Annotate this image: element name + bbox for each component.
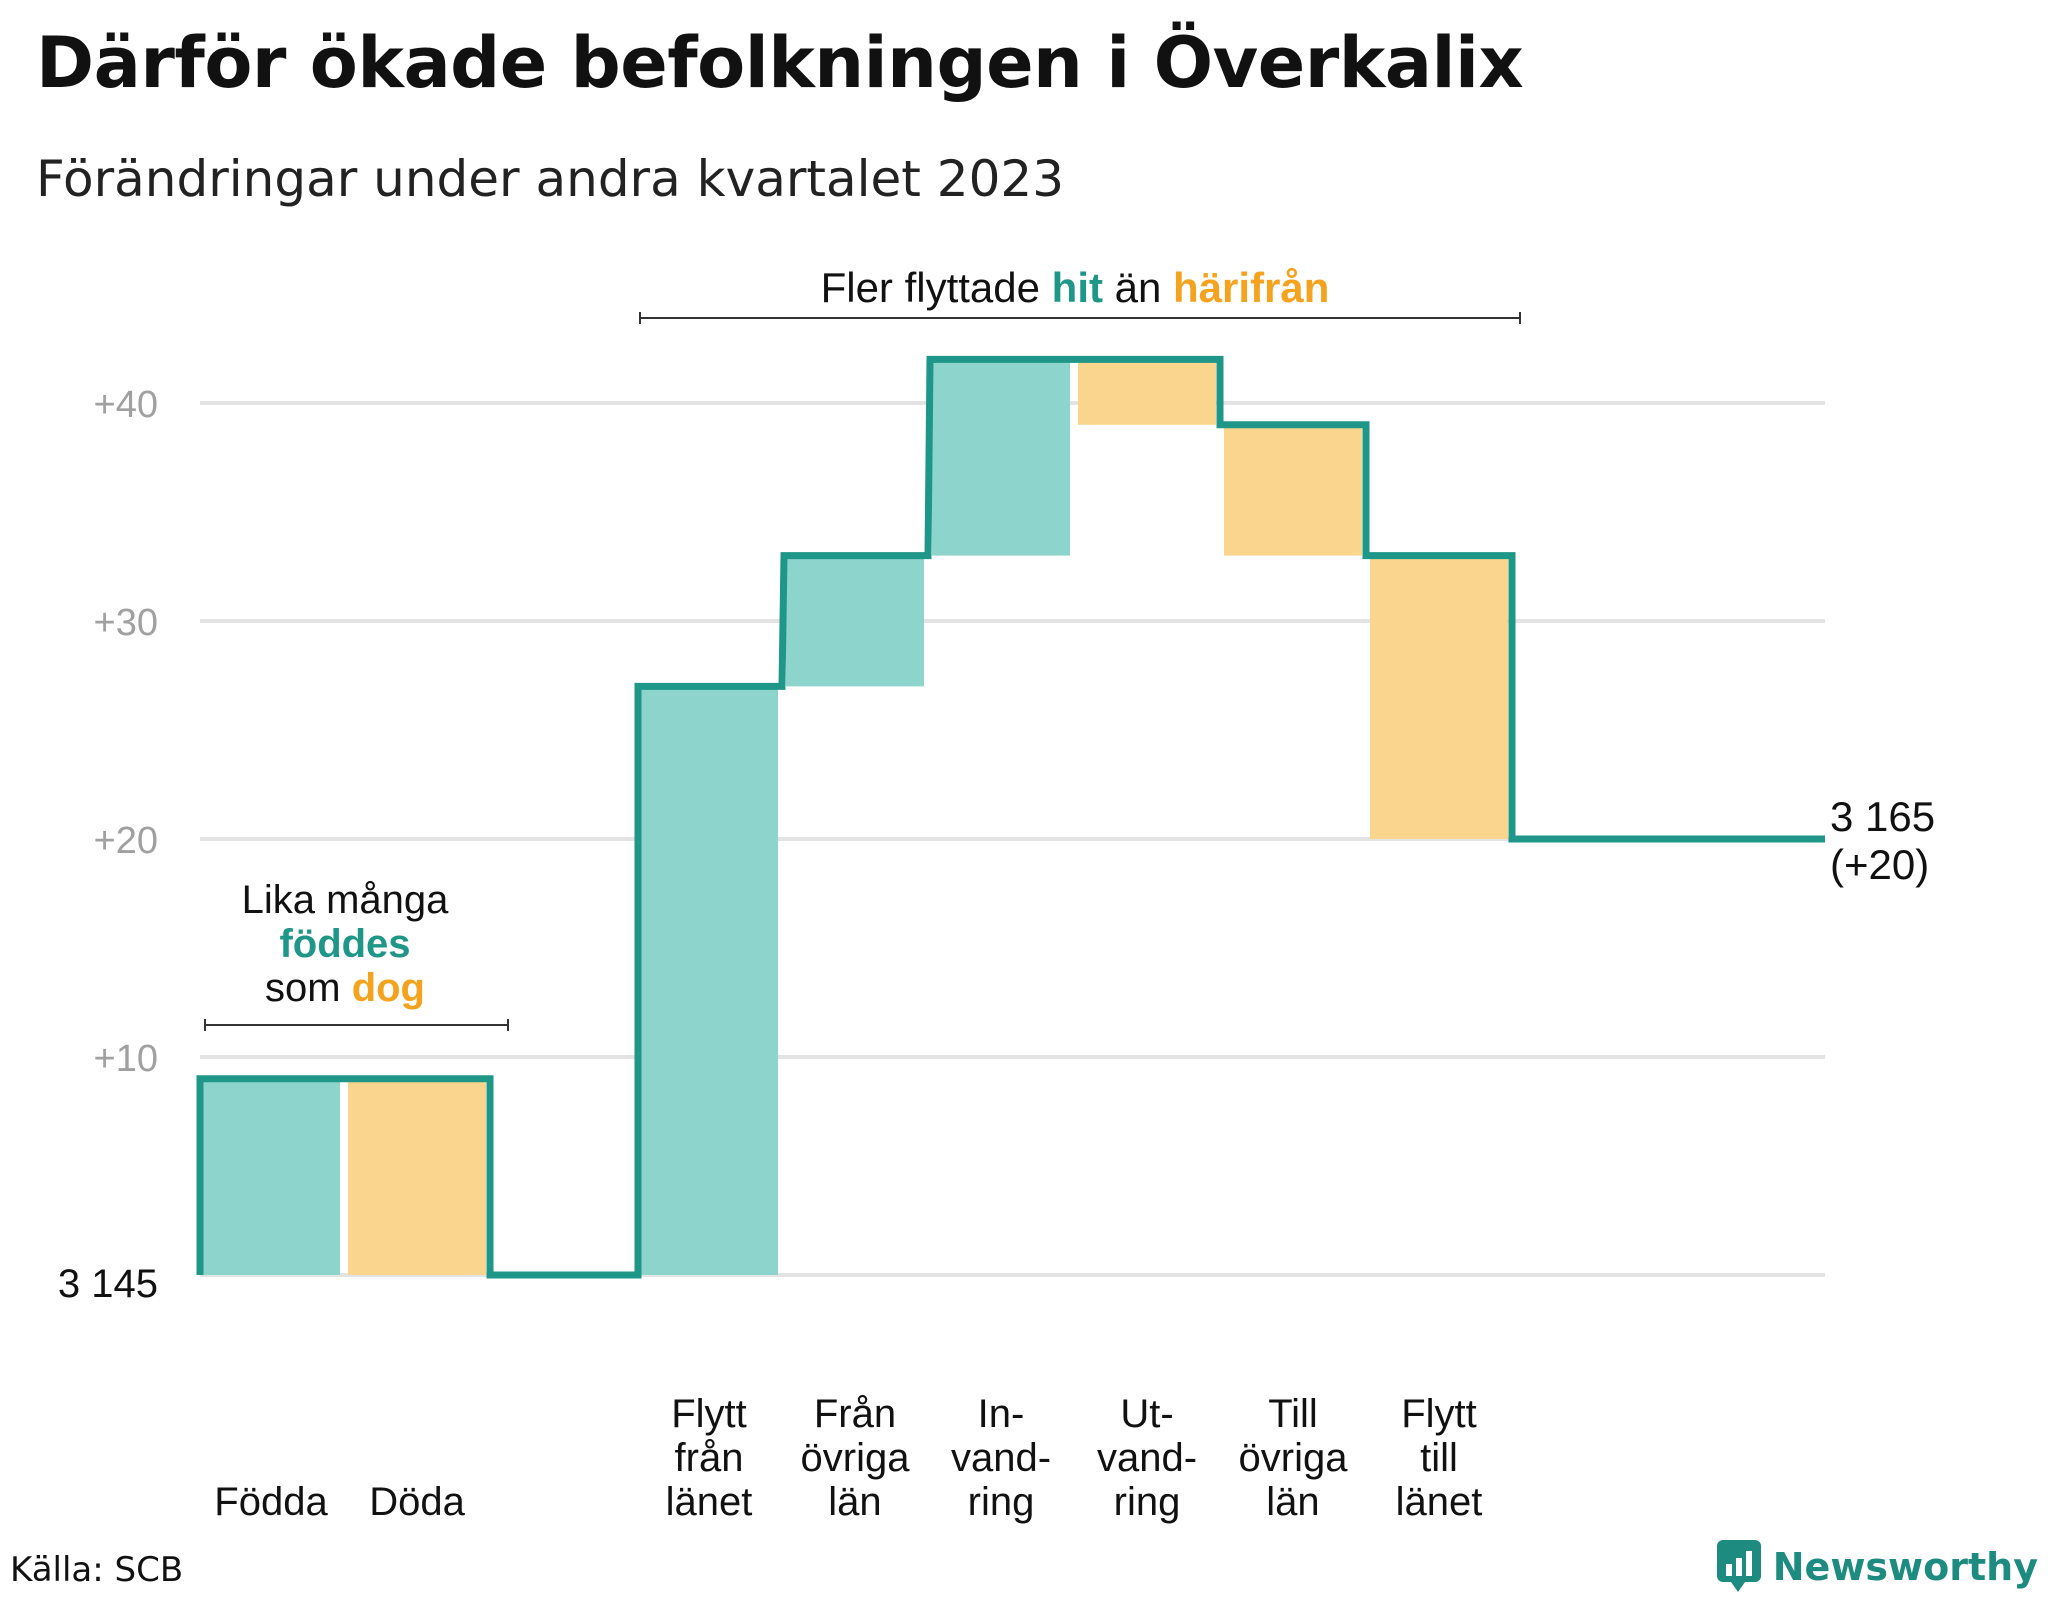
annotation-segment: föddes xyxy=(279,922,410,966)
category-label: Döda xyxy=(369,1480,465,1524)
category-label: län xyxy=(1266,1480,1319,1524)
bar xyxy=(1078,359,1216,425)
y-tick-label: +10 xyxy=(94,1038,158,1080)
category-label: till xyxy=(1420,1436,1458,1480)
category-label: län xyxy=(828,1480,881,1524)
y-tick-label: +40 xyxy=(94,384,158,426)
bar xyxy=(932,359,1070,556)
annotation-text: Fler flyttade hit än härifrån xyxy=(821,264,1330,311)
annotation-segment: hit xyxy=(1052,264,1103,311)
annotation-segment: än xyxy=(1103,264,1173,311)
category-label: länet xyxy=(1396,1480,1483,1524)
chart-subtitle: Förändringar under andra kvartalet 2023 xyxy=(36,150,1065,208)
chart-title: Därför ökade befolkningen i Överkalix xyxy=(36,22,1524,104)
annotation-segment: härifrån xyxy=(1173,264,1329,311)
source-note: Källa: SCB xyxy=(10,1550,184,1590)
category-label: Födda xyxy=(214,1480,328,1524)
bar xyxy=(202,1078,340,1275)
category-label: Till xyxy=(1268,1392,1318,1436)
bar xyxy=(348,1078,486,1275)
annotation-text: som dog xyxy=(265,966,425,1010)
category-label: Flytt xyxy=(671,1392,747,1436)
category-label: övriga xyxy=(1239,1436,1349,1480)
category-label: vand- xyxy=(1097,1436,1197,1480)
annotation-text: föddes xyxy=(279,922,410,966)
category-label: ring xyxy=(968,1480,1035,1524)
newsworthy-logo: Newsworthy xyxy=(1716,1540,2038,1594)
y-tick-label: +20 xyxy=(94,820,158,862)
category-label: vand- xyxy=(951,1436,1051,1480)
base-value-label: 3 145 xyxy=(58,1262,158,1306)
annotation-text: Lika många xyxy=(242,878,450,922)
bar xyxy=(1224,424,1362,556)
category-label: ring xyxy=(1114,1480,1181,1524)
end-value-label: (+20) xyxy=(1830,841,1929,888)
newsworthy-icon xyxy=(1716,1540,1761,1592)
bar xyxy=(1370,555,1508,839)
category-label: Från xyxy=(814,1392,896,1436)
category-label: från xyxy=(675,1436,744,1480)
bars xyxy=(202,359,1508,1275)
step-line xyxy=(196,355,1825,1279)
bar xyxy=(786,555,924,687)
end-value-label: 3 165 xyxy=(1830,793,1935,840)
annotation-segment: Fler flyttade xyxy=(821,264,1052,311)
bar xyxy=(640,686,778,1275)
category-label: In- xyxy=(978,1392,1025,1436)
y-tick-label: +30 xyxy=(94,602,158,644)
category-label: Flytt xyxy=(1401,1392,1477,1436)
annotation-segment: som xyxy=(265,966,352,1010)
step-line-layer xyxy=(196,355,1825,1279)
brand-name: Newsworthy xyxy=(1772,1545,2038,1589)
annotation-segment: dog xyxy=(352,966,425,1010)
category-label: länet xyxy=(666,1480,753,1524)
category-label: Ut- xyxy=(1120,1392,1173,1436)
category-label: övriga xyxy=(801,1436,911,1480)
annotation-segment: Lika många xyxy=(242,878,450,922)
